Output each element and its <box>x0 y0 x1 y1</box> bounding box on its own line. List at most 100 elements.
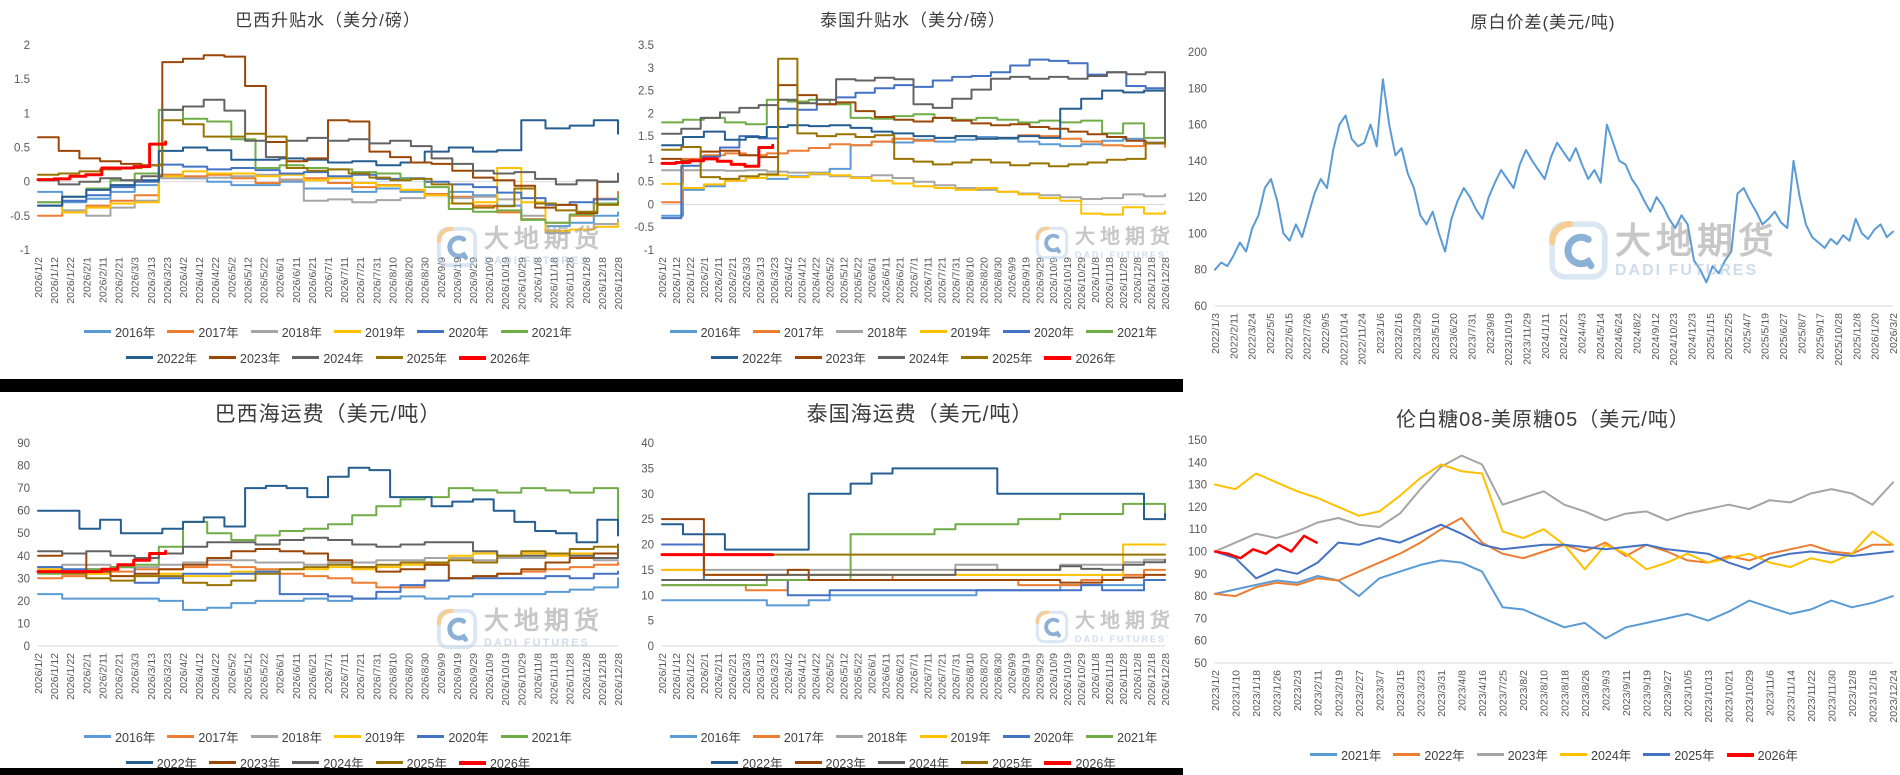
legend-label: 2020年 <box>1033 731 1075 745</box>
y-axis-tick-label: -1 <box>20 245 30 257</box>
legend-item-2026年: 2026年 <box>1044 348 1116 367</box>
x-axis-tick-label: 2023/2/11 <box>1313 670 1325 716</box>
legend-label: 2022年 <box>1424 749 1465 763</box>
legend-swatch <box>1086 330 1114 333</box>
y-axis-tick-label: -1 <box>644 245 654 257</box>
x-axis-tick-label: 2026/12/28 <box>613 653 625 706</box>
legend-item-2026年: 2026年 <box>1726 745 1798 764</box>
x-axis-tick-label: 2026/1/12 <box>49 257 61 304</box>
x-axis-tick-label: 2026/6/21 <box>895 257 907 304</box>
series-line-2024年 <box>661 558 1166 581</box>
legend: 2021年 2022年 2023年 2024年 2025年 2026年 <box>1215 745 1893 771</box>
x-axis-tick-label: 2026/3/13 <box>146 257 158 304</box>
x-axis-tick-label: 2026/6/11 <box>291 257 303 303</box>
legend-item-2025年: 2025年 <box>375 753 447 772</box>
x-axis-tick-label: 2023/7/31 <box>1467 313 1479 360</box>
chart-thailand-freight: 泰国海运费（美元/吨） 40 35 30 25 20 15 10 5 0 2026/1/2 2026… <box>530 393 1176 771</box>
legend-label: 2019年 <box>365 326 406 340</box>
legend-label: 2017年 <box>783 731 825 745</box>
x-axis-tick-label: 2023/10/29 <box>1744 670 1756 723</box>
chart-title: 原白价差(美元/吨) <box>1470 13 1616 32</box>
y-axis-tick-label: 70 <box>17 483 30 495</box>
legend-swatch <box>877 761 905 764</box>
legend-item-2020年: 2020年 <box>417 727 489 746</box>
legend-swatch <box>752 735 780 738</box>
y-axis-tick-label: 25 <box>641 514 654 526</box>
legend-item-2017年: 2017年 <box>167 322 239 341</box>
y-axis-tick-label: 15 <box>641 565 654 577</box>
legend-label: 2021年 <box>531 326 572 340</box>
x-axis-tick-label: 2026/11/8 <box>532 653 544 699</box>
x-axis-tick-label: 2026/8/30 <box>992 653 1004 700</box>
legend-row: 2022年 2023年 2024年 2025年 2026年 <box>705 348 1122 367</box>
legend-label: 2026年 <box>1757 749 1798 763</box>
legend-item-2018年: 2018年 <box>250 727 322 746</box>
x-axis-tick-label: 2026/8/10 <box>964 257 976 304</box>
legend-swatch <box>877 356 905 359</box>
legend-item-2023年: 2023年 <box>209 348 280 367</box>
x-axis-tick-label: 2026/9/29 <box>1034 257 1046 304</box>
legend-label: 2019年 <box>950 731 991 745</box>
legend-item-2025年: 2025年 <box>1643 745 1715 764</box>
series-line-2023年 <box>1214 454 1894 553</box>
x-axis-tick-label: 2026/6/1 <box>275 653 287 694</box>
y-axis-tick-label: 180 <box>1188 83 1207 95</box>
legend-row: 2016年 2017年 2018年 2019年 2020年 2021年 <box>664 727 1164 746</box>
x-axis-tick-label: 2026/7/1 <box>909 257 921 298</box>
x-axis-tick-label: 2026/9/29 <box>468 257 480 304</box>
x-axis-tick-label: 2026/4/12 <box>797 653 809 700</box>
y-axis-tick-label: 30 <box>641 489 654 501</box>
legend-label: 2016年 <box>700 326 741 340</box>
x-axis-tick-label: 2026/9/9 <box>1006 653 1018 694</box>
legend-item-2016年: 2016年 <box>669 727 741 746</box>
y-axis-tick-label: 0 <box>24 641 30 653</box>
legend-label: 2017年 <box>198 731 239 745</box>
x-axis-tick-label: 2026/10/9 <box>484 653 496 700</box>
legend-swatch <box>209 356 237 359</box>
x-axis-tick-label: 2026/1/2 <box>657 257 669 298</box>
legend-label: 2016年 <box>115 731 156 745</box>
legend-swatch <box>1310 753 1338 756</box>
x-axis-tick-label: 2026/11/28 <box>565 653 577 705</box>
legend-item-2025年: 2025年 <box>961 753 1032 772</box>
series-line-2023年 <box>661 518 1166 584</box>
legend-swatch <box>794 356 822 359</box>
x-axis-tick-label: 2026/12/28 <box>1160 257 1172 310</box>
x-axis-tick-label: 2023/11/14 <box>1785 670 1797 722</box>
legend: 2016年 2017年 2018年 2019年 2020年 2021年 2022年 2023年… <box>662 727 1165 775</box>
series-line-2024年 <box>37 536 619 559</box>
x-axis-tick-label: 2026/8/30 <box>420 653 432 700</box>
series-line-2018年 <box>37 554 619 569</box>
legend-swatch <box>250 735 278 738</box>
x-axis-tick-label: 2026/7/11 <box>339 257 351 303</box>
legend-swatch <box>84 735 112 738</box>
x-axis-tick-label: 2026/2/1 <box>81 257 93 298</box>
y-axis-tick-label: 120 <box>1188 192 1207 204</box>
x-axis-tick-label: 2026/3/2 <box>1888 313 1900 354</box>
legend-item-2024年: 2024年 <box>292 753 364 772</box>
x-axis-tick-label: 2026/8/10 <box>964 653 976 700</box>
legend-swatch <box>752 330 780 333</box>
y-axis-tick-label: 0 <box>648 641 654 653</box>
x-axis-tick-label: 2026/2/1 <box>699 257 711 298</box>
x-axis-tick-label: 2025/6/27 <box>1778 313 1790 360</box>
series-line-2023年 <box>661 84 1166 162</box>
x-axis-tick-label: 2026/2/21 <box>114 653 126 700</box>
legend-swatch <box>1643 753 1671 756</box>
x-axis-tick-label: 2024/8/2 <box>1631 313 1643 354</box>
x-axis-tick-label: 2022/1/3 <box>1210 313 1222 354</box>
legend-item-2022年: 2022年 <box>711 348 783 367</box>
x-axis-tick-label: 2026/8/30 <box>992 257 1004 304</box>
legend-item-2016年: 2016年 <box>84 727 155 746</box>
x-axis-tick-label: 2026/3/3 <box>130 653 142 694</box>
legend-label: 2022年 <box>156 757 198 771</box>
x-axis-tick-label: 2023/1/2 <box>1210 670 1222 711</box>
legend-swatch <box>711 356 739 359</box>
legend-label: 2023年 <box>240 352 281 366</box>
x-axis-tick-label: 2023/2/16 <box>1393 313 1405 360</box>
series-line-2024年 <box>37 98 619 186</box>
y-axis-tick-label: 1.5 <box>638 131 654 143</box>
x-axis-tick-label: 2022/9/5 <box>1320 313 1332 354</box>
